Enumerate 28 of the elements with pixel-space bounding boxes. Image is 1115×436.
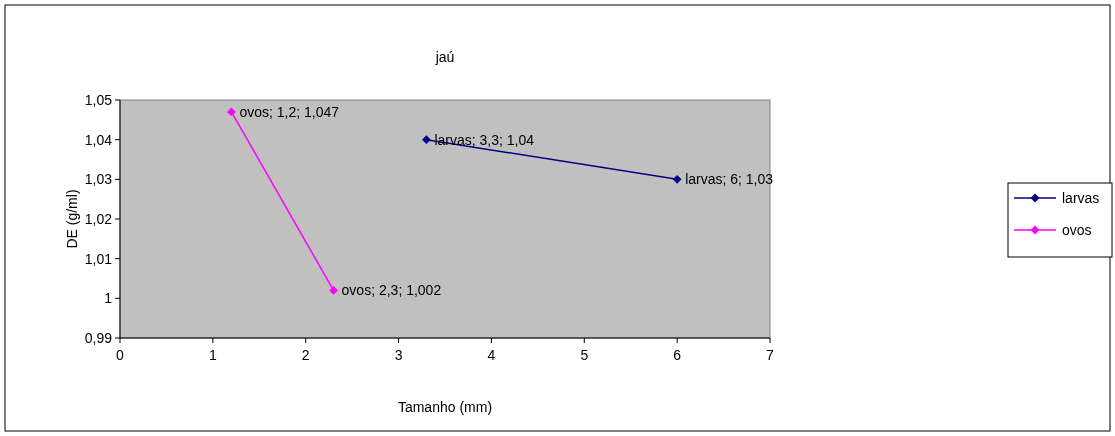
legend-label: larvas xyxy=(1062,190,1100,206)
chart-title: jaú xyxy=(434,49,455,65)
point xyxy=(329,285,338,295)
x-tick-label: 3 xyxy=(394,347,403,363)
data-label: ovos; 1,2; 1,047 xyxy=(239,103,340,120)
y-tick-label: 1,05 xyxy=(84,92,113,108)
y-tick-label: 0,99 xyxy=(84,330,113,346)
x-tick-label: 2 xyxy=(301,347,310,363)
point xyxy=(422,135,431,145)
point xyxy=(672,174,682,184)
x-tick-label: 0 xyxy=(116,347,125,363)
x-tick-label: 7 xyxy=(766,347,775,363)
point xyxy=(227,107,236,117)
y-axis-title: DE (g/ml) xyxy=(64,189,80,249)
x-tick-label: 1 xyxy=(208,347,217,363)
data-label: larvas; 3,3; 1,04 xyxy=(434,131,535,148)
data-label: larvas; 6; 1,03 xyxy=(685,171,774,188)
y-tick-label: 1,03 xyxy=(84,171,113,188)
y-tick-label: 1,01 xyxy=(84,250,113,267)
y-tick-label: 1,04 xyxy=(84,131,113,148)
x-tick-label: 4 xyxy=(487,347,496,363)
data-label: ovos; 2,3; 1,002 xyxy=(341,282,442,299)
x-tick-label: 6 xyxy=(673,347,682,363)
y-tick-label: 1 xyxy=(104,290,113,307)
x-axis-title: Tamanho (mm) xyxy=(397,399,493,415)
legend-label: ovos xyxy=(1062,222,1092,238)
y-tick-label: 1,02 xyxy=(84,211,113,227)
x-tick-label: 5 xyxy=(580,347,589,363)
